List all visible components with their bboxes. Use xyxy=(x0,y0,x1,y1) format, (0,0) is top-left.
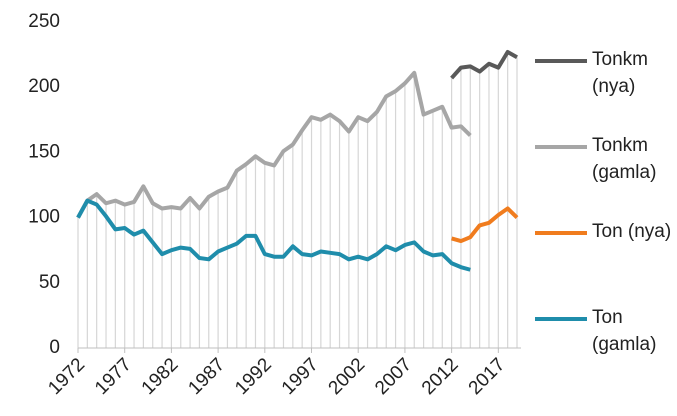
x-tick-label: 2017 xyxy=(465,354,510,399)
series-line xyxy=(451,206,519,244)
y-tick-label: 0 xyxy=(49,337,60,358)
y-tick-label: 250 xyxy=(28,11,60,32)
legend-swatch xyxy=(535,231,587,235)
x-tick-label: 2012 xyxy=(418,354,463,399)
series-line xyxy=(76,198,471,272)
x-tick-label: 1997 xyxy=(278,354,323,399)
y-tick-label: 150 xyxy=(28,141,60,162)
x-tick-label: 1982 xyxy=(138,354,183,399)
legend-label: Ton (nya) xyxy=(592,221,672,242)
x-tick-label: 1977 xyxy=(91,354,136,399)
x-tick-label: 2007 xyxy=(371,354,416,399)
legend-swatch xyxy=(535,59,587,63)
y-tick-label: 200 xyxy=(28,76,60,97)
legend-label: Tonkm (gamla) xyxy=(592,135,657,183)
x-tick-label: 1972 xyxy=(44,354,89,399)
series-line xyxy=(76,70,472,219)
series-line xyxy=(450,49,518,80)
x-tick-label: 2002 xyxy=(325,354,370,399)
legend: Tonkm (nya) Tonkm (gamla) Ton (nya) Ton (ga… xyxy=(535,40,675,384)
legend-swatch xyxy=(535,145,587,149)
legend-label: Tonkm (nya) xyxy=(592,49,648,97)
x-tick-label: 1987 xyxy=(184,354,229,399)
x-tick-label: 1992 xyxy=(231,354,276,399)
y-tick-label: 50 xyxy=(39,272,60,293)
legend-swatch xyxy=(535,317,587,321)
legend-item: Tonkm (nya) xyxy=(535,40,675,126)
legend-item: Tonkm (gamla) xyxy=(535,126,675,212)
y-tick-label: 100 xyxy=(28,207,60,228)
legend-label: Ton (gamla) xyxy=(592,307,657,355)
legend-item: Ton (gamla) xyxy=(535,298,675,384)
legend-item: Ton (nya) xyxy=(535,212,675,298)
